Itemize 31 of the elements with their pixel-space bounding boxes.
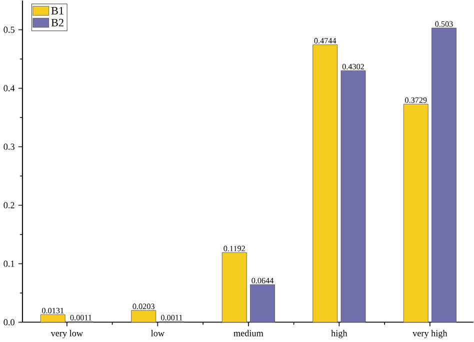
x-tick-label: high <box>331 330 348 338</box>
data-label: 0.0203 <box>132 304 154 310</box>
legend-label: B1 <box>51 7 64 15</box>
x-tick-label: very low <box>50 330 83 338</box>
x-tick-label: low <box>151 330 164 337</box>
bar <box>250 284 275 323</box>
legend-label: B2 <box>51 19 64 27</box>
data-label: 0.0644 <box>252 278 274 284</box>
data-label: 0.3729 <box>405 98 427 104</box>
data-label: 0.503 <box>435 21 453 27</box>
bar <box>40 314 66 323</box>
bar <box>222 252 247 323</box>
x-tick-label: medium <box>234 330 264 337</box>
bar <box>340 70 366 323</box>
bar <box>312 44 338 323</box>
data-label: 0.0131 <box>42 308 64 314</box>
x-tick-label: very high <box>412 330 448 338</box>
y-tick-label: 0.3 <box>4 144 14 150</box>
bar <box>131 310 156 323</box>
data-label: 0.0011 <box>70 315 92 321</box>
bar <box>403 104 428 323</box>
data-label: 0.4302 <box>342 64 364 70</box>
y-tick-label: 0.5 <box>4 26 14 34</box>
data-label: 0.1192 <box>224 246 245 252</box>
y-tick-label: 0.4 <box>4 85 15 92</box>
data-label: 0.0011 <box>161 315 182 321</box>
y-tick-label: 0.2 <box>4 202 14 209</box>
y-tick-label: 0.0 <box>4 319 14 326</box>
bar <box>432 28 456 323</box>
data-label: 0.4744 <box>314 38 336 44</box>
y-tick-label: 0.1 <box>4 260 14 268</box>
